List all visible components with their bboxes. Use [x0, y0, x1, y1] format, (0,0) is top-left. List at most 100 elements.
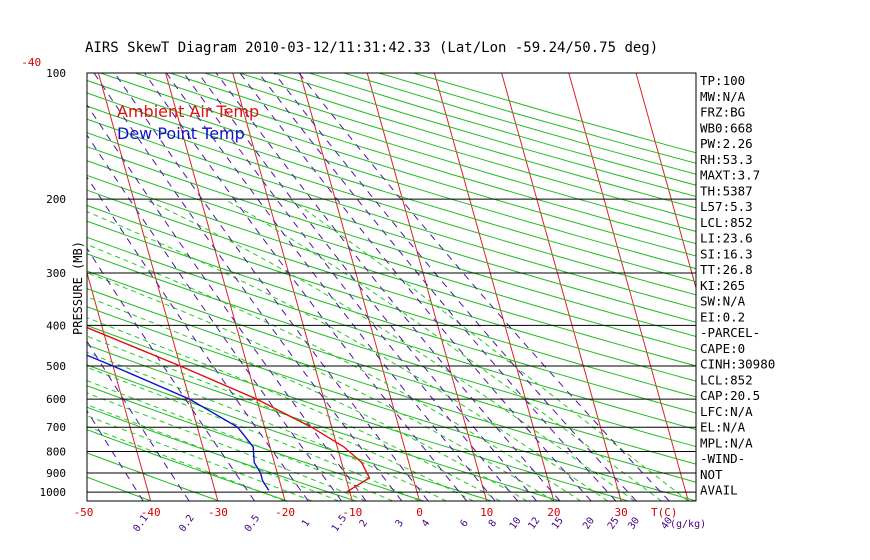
mixing-ratio-tick-label: 8 — [487, 518, 499, 529]
dry-adiabat-line — [87, 204, 696, 398]
dry-adiabat-line — [87, 452, 220, 501]
stat-line: MPL:N/A — [700, 435, 753, 450]
moist-adiabat-line — [87, 272, 555, 501]
isotherm-line — [501, 73, 622, 501]
pressure-tick-label: 500 — [46, 360, 66, 373]
dry-adiabat-line — [0, 73, 15, 501]
mixing-ratio-line — [93, 73, 403, 501]
stat-line: TP:100 — [700, 73, 745, 88]
mixing-ratio-tick-label: 20 — [581, 515, 597, 531]
stat-line: MAXT:3.7 — [700, 168, 760, 183]
moist-adiabat-line — [87, 366, 420, 501]
moist-adiabat-line — [144, 198, 635, 501]
mixing-ratio-line — [273, 73, 637, 501]
dry-adiabat-line — [309, 73, 696, 186]
pressure-tick-label: 600 — [46, 393, 66, 406]
dry-adiabat-line — [87, 324, 629, 501]
mixing-ratio-line — [298, 73, 670, 501]
mixing-ratio-line — [197, 73, 537, 501]
dry-adiabat-line — [87, 132, 696, 323]
stat-line: CINH:30980 — [700, 357, 775, 372]
y-axis-label: PRESSURE (MB) — [71, 241, 85, 335]
mixing-ratio-line — [239, 73, 592, 501]
pressure-tick-label: 200 — [46, 193, 66, 206]
mixing-ratio-line — [87, 134, 342, 501]
dry-adiabat-line — [274, 73, 696, 198]
isotherm-line — [165, 73, 286, 501]
stat-line: NOT — [700, 467, 723, 482]
stat-line: EL:N/A — [700, 420, 746, 435]
mixing-ratio-line — [87, 104, 367, 501]
stat-line: TH:5387 — [700, 183, 753, 198]
mixing-ratio-tick-label: 30 — [626, 515, 642, 531]
dry-adiabat-line — [87, 236, 696, 431]
moist-adiabat-line — [87, 380, 393, 501]
bottom-temp-tick-label: 0 — [416, 506, 423, 519]
stat-line: L57:5.3 — [700, 199, 753, 214]
stat-line: SW:N/A — [700, 294, 746, 309]
dry-adiabat-line — [87, 160, 696, 352]
moist-adiabat-lines — [87, 198, 689, 501]
stat-line: LFC:N/A — [700, 404, 753, 419]
mixing-ratio-tick-label: 4 — [420, 518, 432, 529]
bottom-temp-tick-label: 30 — [614, 506, 627, 519]
pressure-tick-label: 900 — [46, 467, 66, 480]
mixing-ratio-line — [165, 73, 496, 501]
isotherm-line — [0, 73, 16, 501]
pressure-tick-label: 300 — [46, 267, 66, 280]
mixing-ratio-axis-label: (g/kg) — [670, 519, 706, 530]
moist-adiabat-line — [289, 198, 689, 501]
legend-dew-point-temp: Dew Point Temp — [117, 124, 245, 143]
dry-adiabat-line — [87, 288, 696, 483]
pressure-tick-label: 800 — [46, 446, 66, 459]
isotherm-line — [568, 73, 689, 501]
dry-adiabat-line — [87, 306, 696, 501]
mixing-ratio-line — [87, 176, 309, 501]
bottom-temp-tick-label: -30 — [208, 506, 228, 519]
mixing-ratio-tick-label: 2 — [358, 518, 370, 529]
dry-adiabat-line — [87, 105, 696, 296]
bottom-temp-tick-label: 10 — [480, 506, 493, 519]
isobar-lines — [87, 73, 696, 493]
mixing-ratio-lines — [87, 73, 670, 501]
moist-adiabat-line — [87, 425, 286, 501]
top-temp-tick-label: -40 — [21, 56, 41, 69]
stat-line: SI:16.3 — [700, 246, 753, 261]
ambient-air-temp-line — [87, 326, 371, 493]
top-temperature-ticks: -120-110-100-90-80-70-60-50-40 — [21, 56, 41, 69]
isotherm-line — [366, 73, 488, 501]
dry-adiabat-line — [87, 406, 356, 501]
bottom-temp-tick-label: -40 — [141, 506, 161, 519]
pressure-tick-label: 700 — [46, 421, 66, 434]
bottom-temperature-ticks: -50 -40 -30 -20 -10 0 10 20 30 — [74, 506, 628, 519]
moist-adiabat-line — [87, 211, 608, 501]
dry-adiabat-line — [87, 146, 696, 338]
dry-adiabat-line — [87, 429, 288, 501]
pressure-ticks: 100 200 300 400 500 600 700 800 900 1000 — [40, 67, 67, 499]
mixing-ratio-line — [87, 247, 256, 501]
chart-title: AIRS SkewT Diagram 2010-03-12/11:31:42.3… — [85, 40, 658, 56]
legend-ambient-air-temp: Ambient Air Temp — [117, 102, 259, 121]
stat-line: PW:2.26 — [700, 136, 753, 151]
temp-axis-label: T(C) — [651, 506, 678, 519]
bottom-temp-tick-label: 20 — [547, 506, 560, 519]
stat-line: LCL:852 — [700, 215, 753, 230]
dry-adiabat-line — [87, 385, 424, 501]
pressure-tick-label: 1000 — [40, 486, 67, 499]
dry-adiabat-line — [87, 118, 696, 309]
mixing-ratio-line — [215, 73, 561, 501]
moist-adiabat-line — [87, 335, 474, 501]
moist-adiabat-line — [87, 415, 313, 501]
dry-adiabat-line — [87, 253, 696, 448]
moist-adiabat-line — [87, 392, 366, 501]
moist-adiabat-line — [87, 244, 582, 501]
mixing-ratio-line — [258, 73, 617, 501]
profile-series — [87, 326, 371, 493]
bottom-temp-tick-label: -50 — [74, 506, 94, 519]
stats-panel: TP:100MW:N/AFRZ:BGWB0:668PW:2.26RH:53.3M… — [700, 73, 775, 498]
stat-line: WB0:668 — [700, 120, 753, 135]
pressure-tick-label: 400 — [46, 319, 66, 332]
isotherm-line — [433, 73, 555, 501]
dry-adiabat-line — [100, 73, 696, 257]
